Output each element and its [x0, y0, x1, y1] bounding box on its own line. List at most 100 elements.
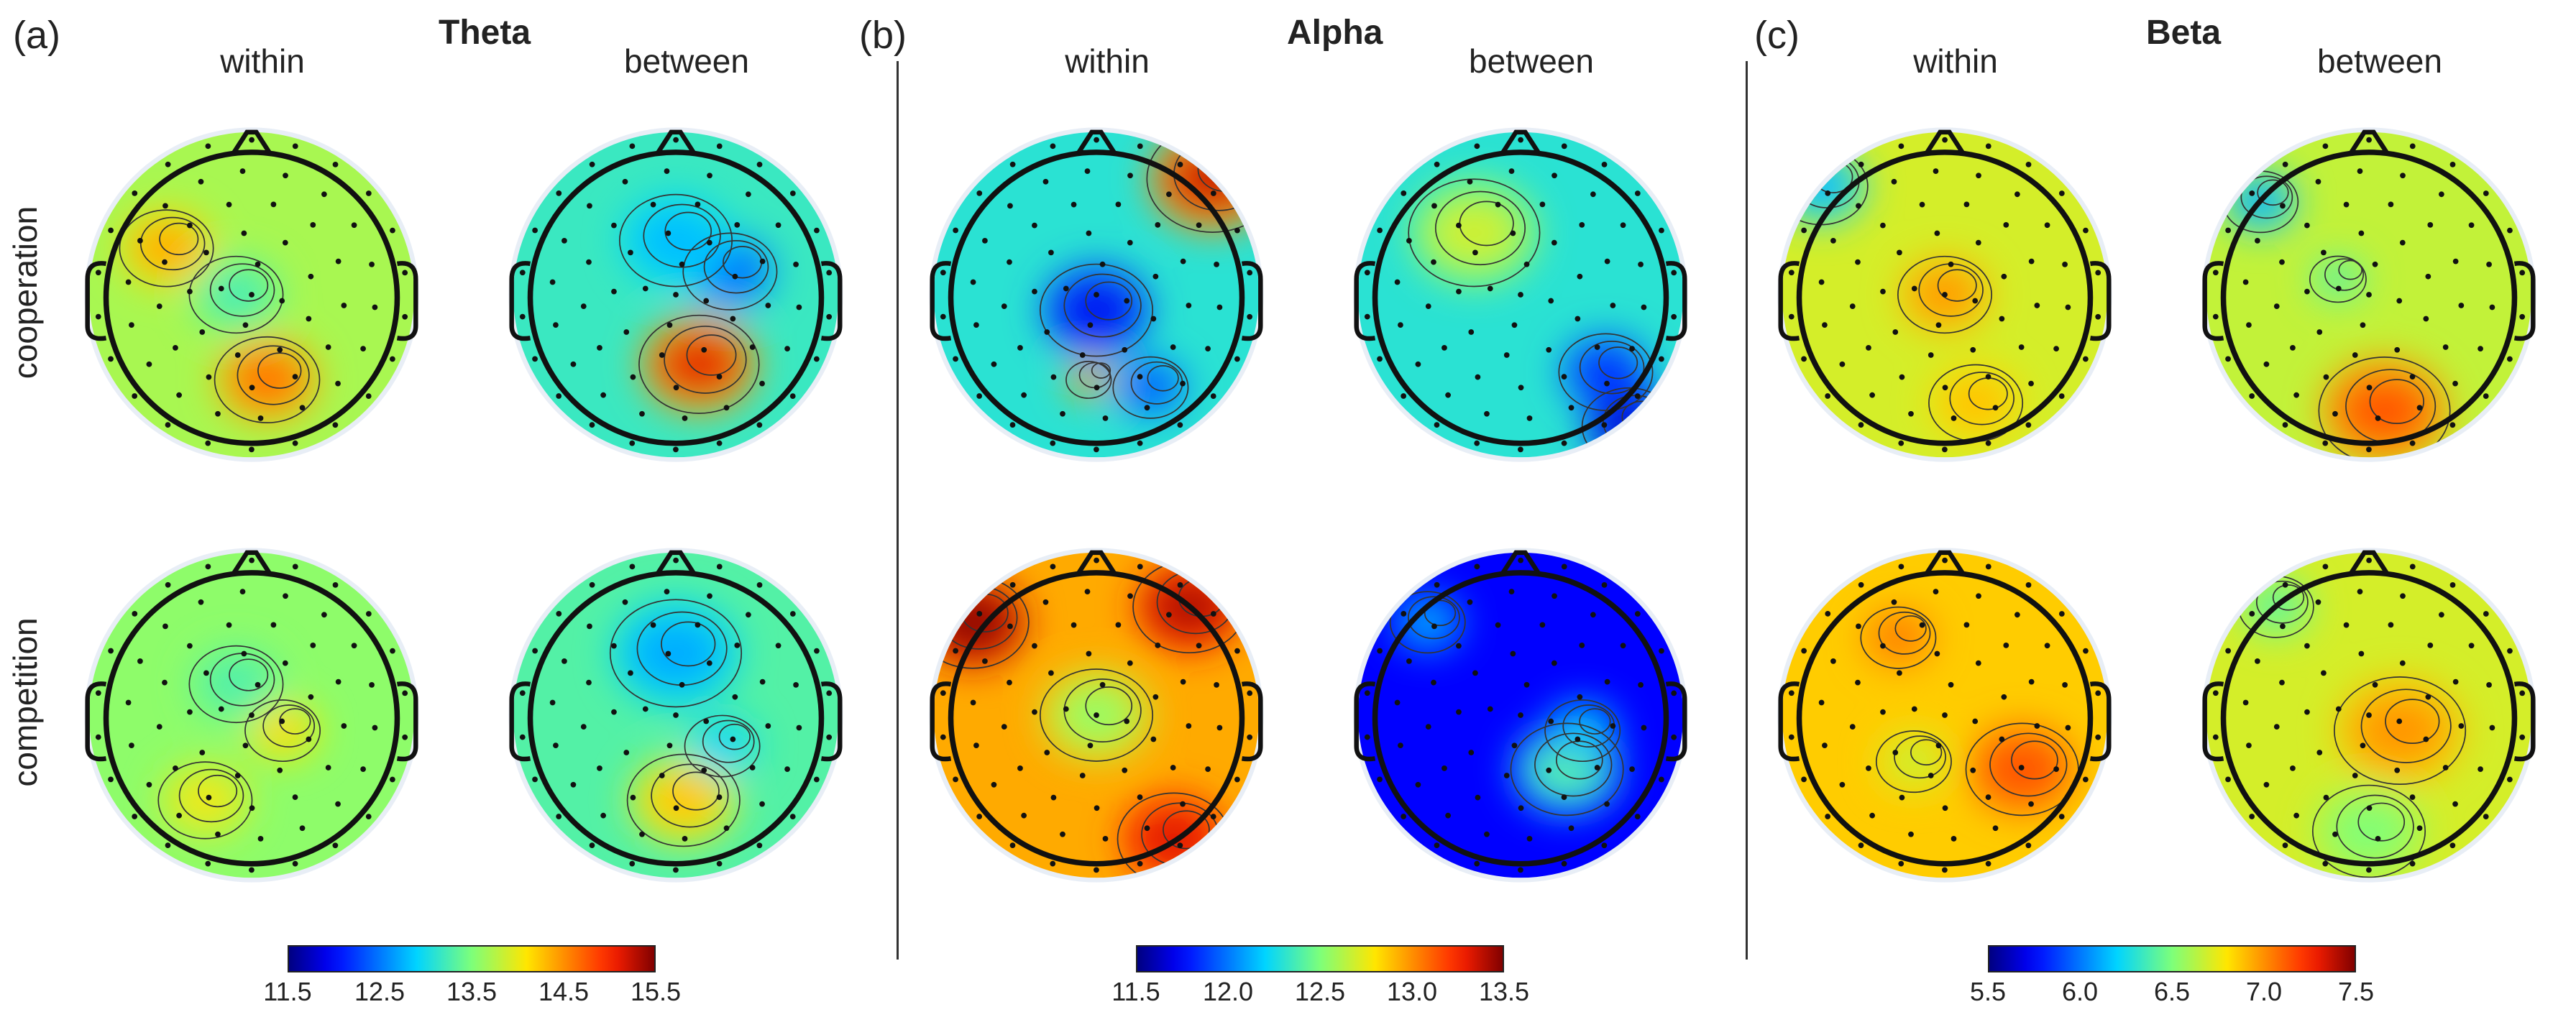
- electrode-59: [1601, 581, 1608, 588]
- topomap-alpha-cooperation-within: [929, 127, 1264, 462]
- left-ear-icon: [930, 261, 952, 341]
- electrode-19: [586, 679, 592, 686]
- left-ear-icon: [509, 681, 531, 762]
- contour-1-2: [2357, 802, 2406, 842]
- right-ear-icon: [1665, 681, 1687, 762]
- contour-0-0: [2318, 356, 2451, 458]
- contour-1-1: [237, 345, 310, 405]
- electrode-18: [580, 303, 587, 309]
- electrode-46: [673, 446, 679, 453]
- colorbar-alpha-tick-0: 11.5: [1111, 977, 1160, 1006]
- electrode-55: [2282, 581, 2288, 588]
- electrode-51: [940, 313, 946, 320]
- electrode-15: [1518, 385, 1524, 391]
- electrode-29: [1060, 410, 1065, 417]
- electrode-61: [390, 648, 395, 654]
- electrode-50: [1801, 776, 1807, 783]
- electrode-17: [1866, 344, 1871, 351]
- activation-blob-3-2: [1130, 374, 1170, 401]
- electrode-3: [1099, 681, 1106, 688]
- contour-2-0: [1065, 361, 1112, 399]
- electrode-33: [970, 279, 976, 285]
- electrode-57: [1942, 557, 1948, 564]
- electrode-47: [1050, 440, 1056, 446]
- electrode-29: [1060, 831, 1065, 837]
- colorbar-beta-tick-4: 7.5: [2337, 977, 2375, 1006]
- colorbar-gradient: [1136, 945, 1504, 972]
- electrode-0: [2396, 718, 2403, 724]
- electrode-63: [1671, 734, 1677, 740]
- electrode-60: [365, 190, 372, 196]
- electrode-40: [1196, 222, 1202, 229]
- electrode-10: [665, 230, 671, 236]
- electrode-47: [1898, 440, 1905, 446]
- electrode-59: [756, 161, 763, 167]
- electrode-43: [2053, 346, 2059, 351]
- electrode-34: [562, 658, 567, 664]
- electrode-25: [2034, 723, 2040, 729]
- electrode-31: [1415, 781, 1421, 788]
- electrode-6: [234, 352, 241, 358]
- electrode-12: [1577, 694, 1583, 700]
- contour-1-2: [257, 352, 302, 389]
- electrode-27: [1568, 405, 1575, 411]
- electrode-44: [2449, 422, 2456, 428]
- electrode-42: [1216, 304, 1223, 310]
- activation-blob-1-2: [239, 362, 295, 398]
- contour-1-0: [1146, 132, 1260, 233]
- electrode-58: [2409, 143, 2416, 150]
- electrode-58: [2409, 564, 2416, 570]
- electrode-45: [1985, 440, 1991, 446]
- electrode-4: [306, 736, 312, 742]
- electrode-19: [2279, 259, 2285, 265]
- head-outline: [1372, 150, 1669, 446]
- electrode-36: [2315, 178, 2321, 185]
- electrode-21: [1919, 201, 1925, 208]
- electrode-35: [587, 203, 592, 209]
- electrode-34: [137, 658, 143, 664]
- contour-1-2: [198, 774, 238, 808]
- electrode-65: [1210, 814, 1216, 819]
- electrode-10: [1086, 230, 1092, 236]
- electrode-43: [1205, 766, 1211, 772]
- electrode-15: [1942, 805, 1948, 811]
- contour-0-2: [1085, 686, 1133, 726]
- contour-2-2: [1091, 362, 1111, 379]
- electrode-4: [1150, 736, 1157, 742]
- electrode-59: [2449, 161, 2456, 167]
- row-label-cooperation: cooperation: [6, 206, 44, 380]
- electrode-57: [249, 557, 255, 564]
- electrode-41: [369, 681, 375, 688]
- electrode-18: [1001, 724, 1007, 730]
- electrode-61: [1234, 227, 1240, 234]
- contour-0-2: [686, 334, 737, 376]
- electrode-48: [589, 422, 595, 428]
- electrode-65: [789, 393, 796, 399]
- colorbar-beta-tick-2: 6.5: [2153, 977, 2191, 1006]
- electrode-51: [95, 313, 101, 320]
- electrode-47: [1474, 440, 1480, 446]
- electrode-43: [360, 346, 366, 351]
- electrode-63: [1247, 734, 1253, 740]
- electrode-65: [1210, 393, 1216, 399]
- electrode-41: [1214, 261, 1219, 267]
- electrode-57: [1518, 557, 1523, 564]
- left-ear-icon: [1778, 261, 1800, 341]
- electrode-52: [1788, 690, 1795, 696]
- electrode-0: [279, 718, 285, 724]
- electrode-60: [789, 190, 796, 196]
- contour-2-2: [718, 723, 751, 750]
- electrode-9: [1048, 670, 1054, 676]
- electrode-3: [1523, 681, 1530, 688]
- electrode-36: [1042, 178, 1049, 185]
- electrode-53: [953, 648, 958, 654]
- electrode-56: [1474, 564, 1480, 570]
- contour-2-2: [229, 269, 269, 302]
- electrode-26: [1604, 380, 1610, 387]
- electrode-14: [1985, 794, 1991, 801]
- electrode-40: [2044, 222, 2050, 229]
- electrode-39: [321, 612, 327, 618]
- electrode-24: [2452, 678, 2459, 685]
- electrode-32: [973, 322, 979, 328]
- electrode-15: [673, 805, 679, 811]
